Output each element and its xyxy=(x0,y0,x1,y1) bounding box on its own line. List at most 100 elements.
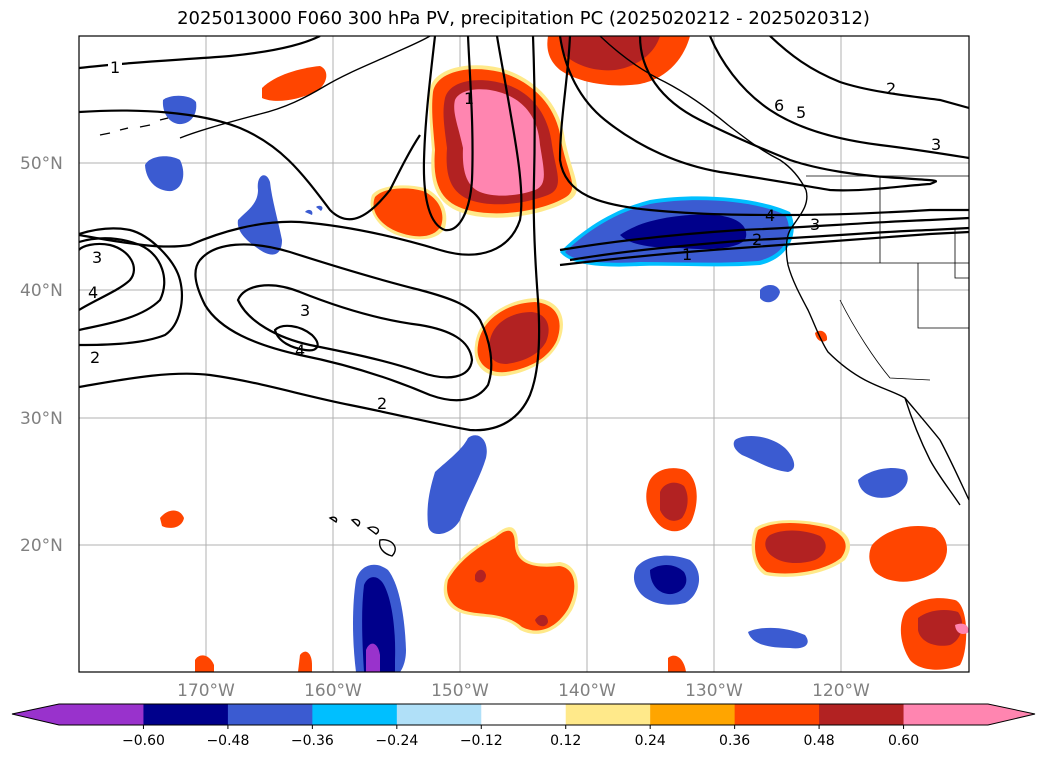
colorbar-cell xyxy=(59,704,145,725)
contour-3-inner xyxy=(236,284,474,379)
colorbar-tick-label: −0.60 xyxy=(122,733,165,749)
contour-label-2-west: 2 xyxy=(90,348,100,367)
coastline-bc xyxy=(599,36,807,191)
anomaly-far-west-orange xyxy=(160,510,184,528)
contour-label-2-center: 2 xyxy=(377,394,387,413)
coastlines xyxy=(99,36,969,557)
anomaly-se-pink xyxy=(955,623,969,634)
lat-label-30n: 30°N xyxy=(20,409,63,429)
lon-label-140w: 140°W xyxy=(558,681,616,701)
anomaly-s-navy xyxy=(650,564,687,595)
map-frame xyxy=(78,35,970,673)
contour-2-east xyxy=(569,226,969,262)
colorbar-cell xyxy=(565,704,651,725)
colorbar-cell xyxy=(227,704,313,725)
contour-label-4-east: 4 xyxy=(765,206,775,225)
colorbar-tick-label: −0.48 xyxy=(206,733,249,749)
anomaly-subtrop-3-orange xyxy=(869,525,948,582)
colorbar: −0.60 −0.48 −0.36 −0.24 −0.12 0.12 0.24 0.36 0.4… xyxy=(11,703,1036,749)
anomaly-west-orange xyxy=(373,188,443,237)
contour-4-north xyxy=(558,36,969,217)
lat-label-20n: 20°N xyxy=(20,536,63,556)
lon-label-150w: 150°W xyxy=(431,681,489,701)
lat-label-40n: 40°N xyxy=(20,281,63,301)
contour-2-north xyxy=(769,36,969,110)
colorbar-cell xyxy=(650,704,736,725)
contour-3-east xyxy=(559,216,969,252)
contour-label-3-center: 3 xyxy=(300,301,310,320)
anomaly-e4-blue xyxy=(760,284,780,303)
contour-label-1-gulf: 1 xyxy=(464,89,474,108)
lon-label-160w: 160°W xyxy=(304,681,362,701)
colorbar-cell xyxy=(903,704,989,725)
contour-label-4-center: 4 xyxy=(295,341,305,360)
anomaly-south-darkred-2 xyxy=(535,614,548,627)
contour-label-1-east: 1 xyxy=(682,245,692,264)
colorbar-tick-label: 0.48 xyxy=(804,733,835,749)
anomaly-subtrop-1-darkred xyxy=(660,482,688,521)
border-state-3 xyxy=(954,228,969,279)
coastline-hawaii xyxy=(328,516,396,557)
colorbar-tick-label: 0.12 xyxy=(550,733,581,749)
contour-label-3-north: 3 xyxy=(931,135,941,154)
contour-label-2-east: 2 xyxy=(752,230,762,249)
colorbar-tick-label: −0.24 xyxy=(375,733,418,749)
contour-label-6-north: 6 xyxy=(774,96,784,115)
anomaly-south-darkred-1 xyxy=(475,569,486,583)
anomaly-nw-blue xyxy=(162,95,197,125)
anomaly-wsw-blue xyxy=(237,175,282,255)
anomaly-bc-darkred xyxy=(560,36,660,71)
anomaly-mid-blue xyxy=(427,435,487,535)
longitude-labels: 170°W 160°W 150°W 140°W 130°W 120°W xyxy=(177,681,870,701)
contour-1-main xyxy=(79,36,523,256)
contour-3-west xyxy=(79,242,135,311)
colorbar-tick-label: 0.36 xyxy=(719,733,750,749)
anomaly-e3-blue xyxy=(748,627,808,649)
contour-5-north xyxy=(638,36,938,184)
colorbar-tick-label: −0.12 xyxy=(460,733,503,749)
anomaly-w-blue xyxy=(145,156,184,192)
contour-label-4-west: 4 xyxy=(88,283,98,302)
contour-2-west xyxy=(79,227,183,347)
contour-1-upper xyxy=(79,109,421,221)
anomaly-bottom-3 xyxy=(668,655,686,672)
anomaly-e1-blue xyxy=(733,436,795,472)
coastline-us-west xyxy=(785,189,969,501)
positive-anomaly-regions xyxy=(160,36,969,672)
lon-label-170w: 170°W xyxy=(177,681,235,701)
border-california-nevada xyxy=(839,299,931,381)
contour-3-west-b xyxy=(79,237,166,332)
lon-label-120w: 120°W xyxy=(812,681,870,701)
anomaly-oregon-navy xyxy=(620,214,747,250)
anomaly-e2-blue xyxy=(858,468,908,498)
anomaly-speck-1 xyxy=(305,209,313,215)
contour-label-2-north: 2 xyxy=(886,79,896,98)
anomaly-alaska-orange xyxy=(262,66,327,101)
pv-contours xyxy=(79,36,969,432)
anomaly-se-darkred xyxy=(918,610,963,646)
border-state-2 xyxy=(917,263,969,329)
contour-1-east xyxy=(559,230,969,267)
political-borders xyxy=(788,175,969,381)
colorbar-outline xyxy=(11,703,1036,726)
anomaly-bottom-1 xyxy=(195,655,214,672)
coastline-baja xyxy=(904,397,961,506)
contour-6-north xyxy=(558,36,936,192)
latitude-labels: 50°N 40°N 30°N 20°N xyxy=(20,154,63,556)
colorbar-cell xyxy=(481,704,567,725)
coastline-aleutians xyxy=(99,117,169,136)
contour-2-gulf xyxy=(422,36,474,232)
anomaly-gulf-pink xyxy=(454,89,544,196)
lat-label-50n: 50°N xyxy=(20,154,63,174)
colorbar-extend-low xyxy=(12,704,59,725)
contour-label-1-nw: 1 xyxy=(110,58,120,77)
contour-label-3-west: 3 xyxy=(92,248,102,267)
anomaly-subtrop-2-darkred xyxy=(765,530,826,564)
anomaly-hawaii-purple xyxy=(366,643,380,672)
contour-labels: 1 1 1 2 3 4 5 6 2 3 3 4 2 3 4 2 xyxy=(88,58,941,413)
anomaly-south-orange xyxy=(447,530,575,631)
colorbar-extend-high xyxy=(988,704,1035,725)
colorbar-cell xyxy=(396,704,482,725)
anomaly-central-darkred xyxy=(488,312,549,364)
